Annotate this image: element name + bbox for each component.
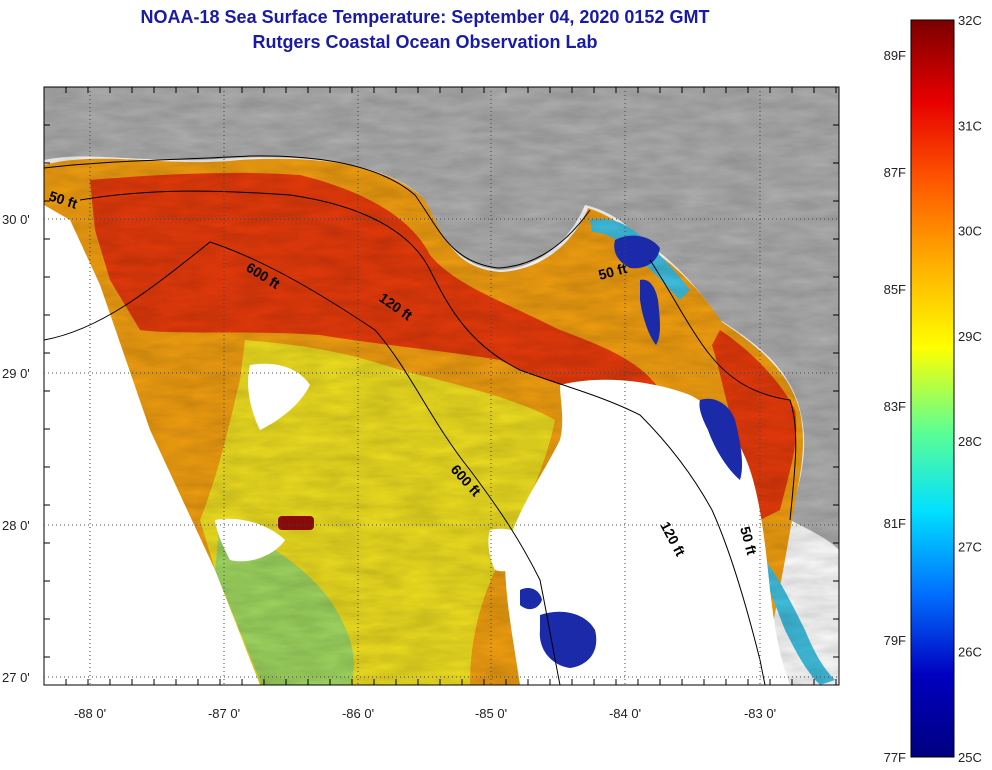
map-plot-area [44, 87, 839, 685]
colorbar-fahrenheit-labels: 89F 87F 85F 83F 81F 79F 77F [884, 48, 906, 765]
colorbar-fahrenheit-label: 87F [884, 165, 906, 180]
latitude-label: 30 0' [2, 212, 30, 227]
cloud-masked-areas [44, 205, 790, 685]
depth-contours [44, 155, 797, 685]
colorbar-fahrenheit-label: 81F [884, 516, 906, 531]
colorbar-celsius-labels: 32C 31C 30C 29C 28C 27C 26C 25C [958, 13, 982, 765]
colorbar-celsius-label: 26C [958, 645, 982, 660]
contour-label-50ft-south: 50 ft [737, 525, 760, 557]
map-title: NOAA-18 Sea Surface Temperature: Septemb… [140, 7, 710, 27]
longitude-label: -88 0' [74, 706, 106, 721]
colorbar-celsius-label: 31C [958, 118, 982, 133]
contour-120ft [79, 190, 766, 685]
colorbar-celsius-label: 28C [958, 434, 982, 449]
colorbar-fahrenheit-label: 85F [884, 282, 906, 297]
cold-sst-patches [520, 235, 743, 668]
latitude-label: 28 0' [2, 518, 30, 533]
contour-label-50ft-bigbend: 50 ft [597, 260, 629, 283]
colorbar-celsius-label: 30C [958, 224, 982, 239]
colorbar-scale [910, 19, 955, 758]
longitude-label: -87 0' [208, 706, 240, 721]
map-subtitle: Rutgers Coastal Ocean Observation Lab [252, 32, 598, 52]
longitude-label: -84 0' [609, 706, 641, 721]
latitude-labels: 30 0' 29 0' 28 0' 27 0' [2, 212, 30, 685]
graticule [43, 86, 839, 685]
latitude-label: 29 0' [2, 366, 30, 381]
latitude-label: 27 0' [2, 670, 30, 685]
colorbar-celsius-label: 32C [958, 13, 982, 28]
longitude-label: -85 0' [475, 706, 507, 721]
contour-50ft-bigbend [649, 259, 797, 521]
colorbar-fahrenheit-label: 77F [884, 750, 906, 765]
colorbar: 32C 31C 30C 29C 28C 27C 26C 25C 89F 87F 85F 83F 81F… [884, 13, 982, 765]
longitude-label: -86 0' [342, 706, 374, 721]
colorbar-fahrenheit-label: 89F [884, 48, 906, 63]
colorbar-celsius-label: 27C [958, 539, 982, 554]
sst-hot-spot [278, 516, 314, 530]
map-frame [43, 86, 840, 686]
contour-600ft [44, 241, 561, 685]
colorbar-fahrenheit-label: 83F [884, 399, 906, 414]
colorbar-celsius-label: 29C [958, 329, 982, 344]
colorbar-celsius-label: 25C [958, 750, 982, 765]
longitude-labels: -88 0' -87 0' -86 0' -85 0' -84 0' -83 0' [74, 706, 776, 721]
longitude-label: -83 0' [744, 706, 776, 721]
contour-50ft [44, 155, 591, 269]
sst-swath [44, 87, 839, 685]
colorbar-fahrenheit-label: 79F [884, 633, 906, 648]
